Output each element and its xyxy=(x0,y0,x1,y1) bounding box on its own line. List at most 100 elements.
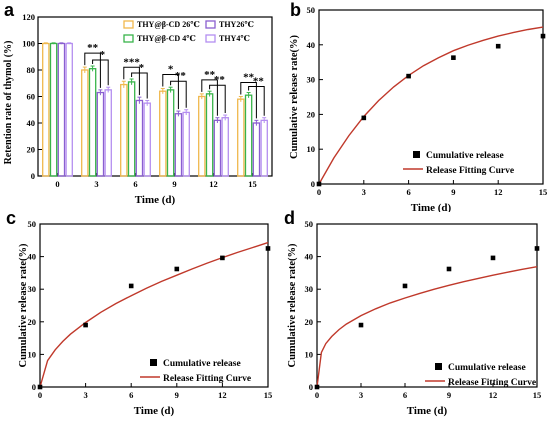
y-axis-label: Retention rate of thymol (%) xyxy=(3,41,14,165)
x-tick-label: 9 xyxy=(172,179,176,189)
x-tick-label: 15 xyxy=(264,390,273,400)
significance-bracket xyxy=(170,80,187,108)
panel-b: 0 10 20 30 40 50 0 3 6 9 12 15 Cumulative release Rel… xyxy=(285,0,550,212)
y-axis-label: Cumulative release rate(%) xyxy=(289,34,300,159)
bar xyxy=(213,119,222,177)
legend-swatch xyxy=(123,34,134,43)
data-point xyxy=(361,115,367,121)
legend-label: Cumulative release xyxy=(448,363,526,373)
bar xyxy=(96,91,105,177)
bar xyxy=(159,90,167,177)
bar xyxy=(205,93,214,177)
bar xyxy=(104,89,112,177)
y-tick-label: 20 xyxy=(307,109,316,119)
x-tick-label: 0 xyxy=(315,390,319,400)
bar xyxy=(182,111,190,177)
x-axis-label: Time (d) xyxy=(411,202,452,212)
cumulative-release-chart-c: 0 10 20 30 40 50 0 3 6 9 12 15 Cumulative release Rel… xyxy=(18,219,273,417)
y-tick-label: 40 xyxy=(305,252,314,262)
panel-letter-c: c xyxy=(6,208,17,228)
panel-c: 0 10 20 30 40 50 0 3 6 9 12 15 Cumulative release Rel… xyxy=(0,214,275,427)
bar xyxy=(252,122,261,177)
y-tick-label: 30 xyxy=(307,75,316,85)
significance-label: ** xyxy=(243,72,255,84)
x-tick-label: 12 xyxy=(489,390,498,400)
legend-swatch xyxy=(205,20,216,29)
data-point xyxy=(314,384,320,390)
bar xyxy=(260,119,268,177)
y-tick-label: 10 xyxy=(305,349,314,359)
x-tick-label: 6 xyxy=(129,390,133,400)
x-tick-label: 12 xyxy=(494,187,503,197)
bar xyxy=(237,98,245,177)
y-tick-label: 120 xyxy=(22,12,35,22)
legend-label: Cumulative release xyxy=(426,151,504,161)
bar xyxy=(143,102,151,177)
legend-label: THY4℃ xyxy=(219,34,250,43)
legend-marker xyxy=(413,151,420,158)
legend-marker xyxy=(435,363,442,370)
y-tick-label: 0 xyxy=(31,171,35,181)
bar xyxy=(65,42,73,177)
significance-bracket xyxy=(131,72,148,99)
significance-label: * xyxy=(100,49,106,61)
significance-label: ** xyxy=(253,76,265,88)
y-axis-label: Cumulative release rate(%) xyxy=(287,243,298,368)
data-point xyxy=(540,33,546,39)
data-point xyxy=(316,181,322,187)
legend-swatch xyxy=(205,34,216,43)
y-tick-label: 10 xyxy=(28,349,37,359)
plot-frame xyxy=(318,9,544,185)
x-tick-label: 3 xyxy=(94,179,98,189)
y-tick-label: 20 xyxy=(27,145,36,155)
legend-label: Release Fitting Curve xyxy=(426,166,514,176)
bar xyxy=(166,89,175,177)
y-tick-label: 0 xyxy=(32,382,36,392)
legend-label: THY26℃ xyxy=(219,20,254,29)
panel-a: 0 20 40 60 80 100 120 0 3 6 9 12 15 ** * *** * * ** ** ** ** *… xyxy=(0,0,280,212)
significance-bracket xyxy=(123,66,140,96)
legend-label: THY@β-CD 26℃ xyxy=(137,20,200,29)
y-tick-label: 30 xyxy=(28,284,37,294)
x-tick-label: 3 xyxy=(362,187,366,197)
y-tick-label: 40 xyxy=(307,40,316,50)
fitting-curve xyxy=(318,26,544,185)
bar xyxy=(198,95,206,177)
y-tick-label: 50 xyxy=(28,219,37,229)
x-tick-label: 15 xyxy=(539,187,548,197)
x-tick-label: 0 xyxy=(38,390,42,400)
y-tick-label: 40 xyxy=(28,252,37,262)
x-tick-label: 6 xyxy=(133,179,137,189)
significance-label: * xyxy=(139,62,145,74)
data-point xyxy=(83,322,88,328)
cumulative-release-chart-d: 0 10 20 30 40 50 0 3 6 9 12 15 Cumulative release Rel… xyxy=(287,219,541,417)
data-point xyxy=(265,246,271,251)
data-point xyxy=(495,43,501,49)
data-point xyxy=(406,73,411,79)
y-tick-label: 40 xyxy=(27,118,36,128)
significance-label: * xyxy=(168,64,174,76)
bar xyxy=(135,99,144,177)
y-tick-label: 30 xyxy=(305,284,314,294)
legend-label: THY@β-CD 4℃ xyxy=(137,34,196,43)
legend-marker xyxy=(150,359,157,366)
y-tick-label: 20 xyxy=(28,317,37,327)
bar xyxy=(81,69,89,177)
x-axis-label: Time (d) xyxy=(407,405,448,417)
data-point xyxy=(37,384,43,390)
bar xyxy=(88,68,97,177)
plot-frame xyxy=(316,223,538,388)
y-tick-label: 80 xyxy=(27,65,36,75)
data-point xyxy=(174,266,180,272)
y-tick-label: 100 xyxy=(22,39,35,49)
plot-frame xyxy=(39,223,269,388)
bar xyxy=(221,117,229,177)
cumulative-release-chart-b: 0 10 20 30 40 50 0 3 6 9 12 15 Cumulative release Rel… xyxy=(289,5,548,212)
significance-bracket xyxy=(162,74,179,110)
legend-label: Release Fitting Curve xyxy=(163,374,251,384)
significance-bracket xyxy=(201,79,218,116)
bar xyxy=(42,42,50,177)
panel-letter-d: d xyxy=(284,208,295,228)
y-tick-label: 0 xyxy=(309,382,313,392)
